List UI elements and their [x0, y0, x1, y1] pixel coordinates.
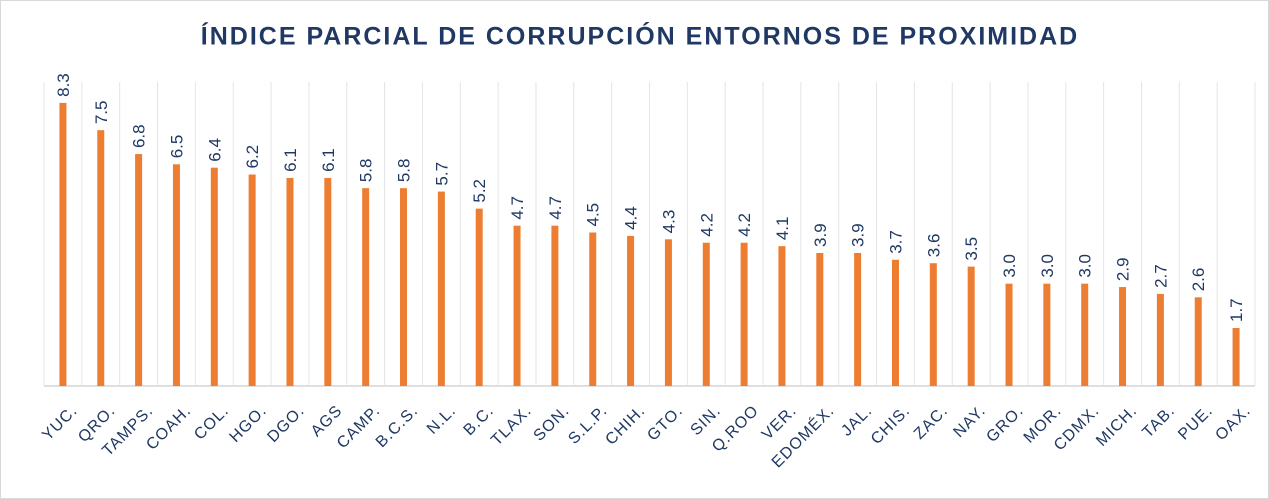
value-label: 4.2 [735, 213, 754, 237]
value-label: 3.9 [811, 223, 830, 247]
value-label: 2.6 [1189, 268, 1208, 292]
bar [513, 225, 521, 386]
value-label: 4.1 [773, 217, 792, 241]
value-label: 3.0 [1000, 254, 1019, 278]
bar [362, 188, 370, 386]
value-label: 4.7 [508, 196, 527, 220]
value-label: 2.7 [1151, 264, 1170, 288]
bar [929, 263, 937, 386]
bar [324, 177, 332, 386]
value-label: 6.4 [205, 138, 224, 162]
value-label: 3.9 [849, 223, 868, 247]
value-label: 4.7 [546, 196, 565, 220]
value-label: 6.5 [167, 135, 186, 159]
value-label: 6.1 [281, 148, 300, 172]
bar [1232, 328, 1240, 386]
bar [59, 102, 67, 386]
bar [1005, 283, 1013, 386]
bar [891, 259, 899, 386]
bar [248, 174, 256, 386]
value-label: 1.7 [1227, 298, 1246, 322]
bar [589, 232, 597, 386]
bar [1194, 297, 1202, 386]
bar [702, 242, 710, 386]
value-label: 8.3 [54, 73, 73, 97]
bar [172, 164, 180, 386]
chart-title: ÍNDICE PARCIAL DE CORRUPCIÓN ENTORNOS DE… [201, 21, 1079, 51]
value-label: 6.8 [130, 124, 149, 148]
bar [1119, 287, 1127, 386]
value-label: 3.6 [924, 234, 943, 258]
value-label: 5.8 [395, 159, 414, 183]
bar [627, 235, 635, 386]
bar [551, 225, 559, 386]
bar [778, 246, 786, 386]
bar [1156, 293, 1164, 386]
value-label: 5.2 [470, 179, 489, 203]
value-label: 4.3 [659, 210, 678, 234]
bar [400, 188, 408, 386]
bar [967, 266, 975, 386]
value-label: 4.5 [584, 203, 603, 227]
bar [210, 167, 218, 386]
bar [437, 191, 445, 386]
value-label: 4.2 [697, 213, 716, 237]
bar [854, 252, 862, 386]
bar [816, 252, 824, 386]
bar [135, 154, 143, 386]
value-label: 5.7 [432, 162, 451, 186]
bar [286, 177, 294, 386]
value-label: 3.0 [1076, 254, 1095, 278]
value-label: 4.4 [622, 206, 641, 230]
value-label: 5.8 [357, 159, 376, 183]
value-label: 2.9 [1114, 257, 1133, 281]
value-label: 3.7 [886, 230, 905, 254]
bar [1081, 283, 1089, 386]
value-label: 6.2 [243, 145, 262, 169]
bar [664, 239, 672, 386]
value-label: 3.0 [1038, 254, 1057, 278]
bar [475, 208, 483, 386]
value-label: 7.5 [92, 101, 111, 125]
bar [1043, 283, 1051, 386]
value-label: 6.1 [319, 148, 338, 172]
value-label: 3.5 [962, 237, 981, 261]
bar [97, 130, 105, 386]
bar [740, 242, 748, 386]
